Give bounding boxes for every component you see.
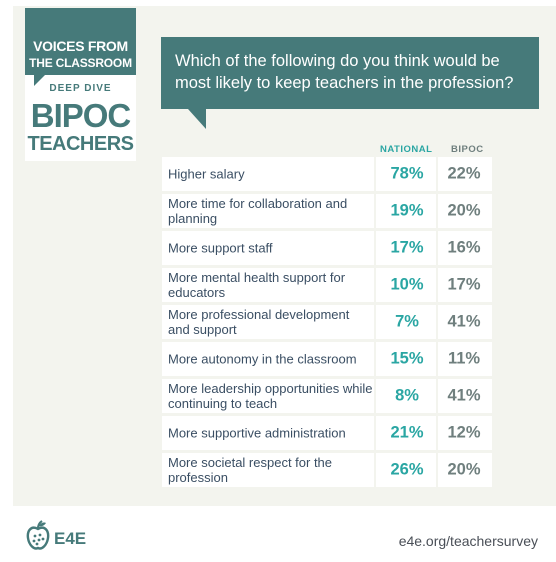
national-value: 26% <box>390 460 424 479</box>
row-divider <box>374 342 376 376</box>
national-value: 10% <box>390 275 424 294</box>
badge-deep-dive: DEEP DIVE <box>49 83 112 94</box>
national-value: 17% <box>390 238 424 257</box>
question-text: Which of the following do you think woul… <box>175 52 514 92</box>
table-row: More mental health support for educators… <box>162 268 492 302</box>
table-row: Higher salary 78% 22% <box>162 157 492 191</box>
row-divider <box>436 268 438 302</box>
badge-teachers: TEACHERS <box>27 133 134 155</box>
bipoc-value: 17% <box>447 275 481 294</box>
row-divider <box>436 231 438 265</box>
bipoc-value: 12% <box>447 423 481 442</box>
row-divider <box>436 157 438 191</box>
row-label: Higher salary <box>168 166 245 182</box>
national-value: 19% <box>390 201 424 220</box>
national-value: 21% <box>390 423 424 442</box>
badge-line-2: THE CLASSROOM <box>29 56 132 70</box>
bipoc-value: 22% <box>447 164 481 183</box>
table-row: More time for collaboration and planning… <box>162 194 492 228</box>
row-divider <box>374 231 376 265</box>
row-divider <box>436 305 438 339</box>
badge-bipoc: BIPOC <box>30 97 132 134</box>
table-row: More supportive administration 21% 12% <box>162 416 492 450</box>
row-divider <box>374 157 376 191</box>
column-header-bipoc: BIPOC <box>451 144 484 155</box>
row-divider <box>436 194 438 228</box>
table-row: More societal respect for the profession… <box>162 453 492 487</box>
row-divider <box>436 342 438 376</box>
national-value: 15% <box>390 349 424 368</box>
table-row: More professional development and suppor… <box>162 305 492 339</box>
row-divider <box>374 194 376 228</box>
bipoc-value: 11% <box>447 349 481 368</box>
row-divider <box>374 453 376 487</box>
badge-header: VOICES FROM THE CLASSROOM <box>25 8 136 75</box>
bipoc-value: 20% <box>447 201 481 220</box>
badge-tail <box>34 75 45 86</box>
row-label: More autonomy in the classroom <box>168 351 357 367</box>
row-label: More time for collaboration and planning <box>168 196 348 226</box>
row-label: More professional development and suppor… <box>168 307 350 337</box>
row-label: More supportive administration <box>168 425 346 441</box>
national-value: 78% <box>390 164 424 183</box>
apple-icon <box>26 520 50 550</box>
bipoc-value: 41% <box>447 312 481 331</box>
bipoc-value: 41% <box>447 386 481 405</box>
row-label: More support staff <box>168 240 273 256</box>
row-divider <box>436 416 438 450</box>
question-bubble-tail <box>188 109 206 129</box>
badge-line-1: VOICES FROM <box>33 38 128 54</box>
row-label: More mental health support for educators <box>168 270 346 300</box>
national-value: 8% <box>395 386 419 405</box>
table-row: More support staff 17% 16% <box>162 231 492 265</box>
survey-url: e4e.org/teachersurvey <box>398 533 538 549</box>
bipoc-value: 16% <box>447 238 481 257</box>
row-label: More societal respect for the profession <box>168 455 333 485</box>
question-bubble: Which of the following do you think woul… <box>161 37 539 109</box>
row-divider <box>374 268 376 302</box>
row-divider <box>436 379 438 413</box>
badge-body: DEEP DIVE BIPOC TEACHERS <box>25 75 136 161</box>
row-divider <box>374 379 376 413</box>
row-divider <box>436 453 438 487</box>
logo-text: E4E <box>54 529 87 548</box>
column-header-national: NATIONAL <box>380 144 433 155</box>
table-row: More leadership opportunities while cont… <box>162 379 492 413</box>
row-label: More leadership opportunities while cont… <box>168 381 373 411</box>
row-divider <box>374 305 376 339</box>
bipoc-value: 20% <box>447 460 481 479</box>
national-value: 7% <box>395 312 419 331</box>
table-row: More autonomy in the classroom 15% 11% <box>162 342 492 376</box>
row-divider <box>374 416 376 450</box>
